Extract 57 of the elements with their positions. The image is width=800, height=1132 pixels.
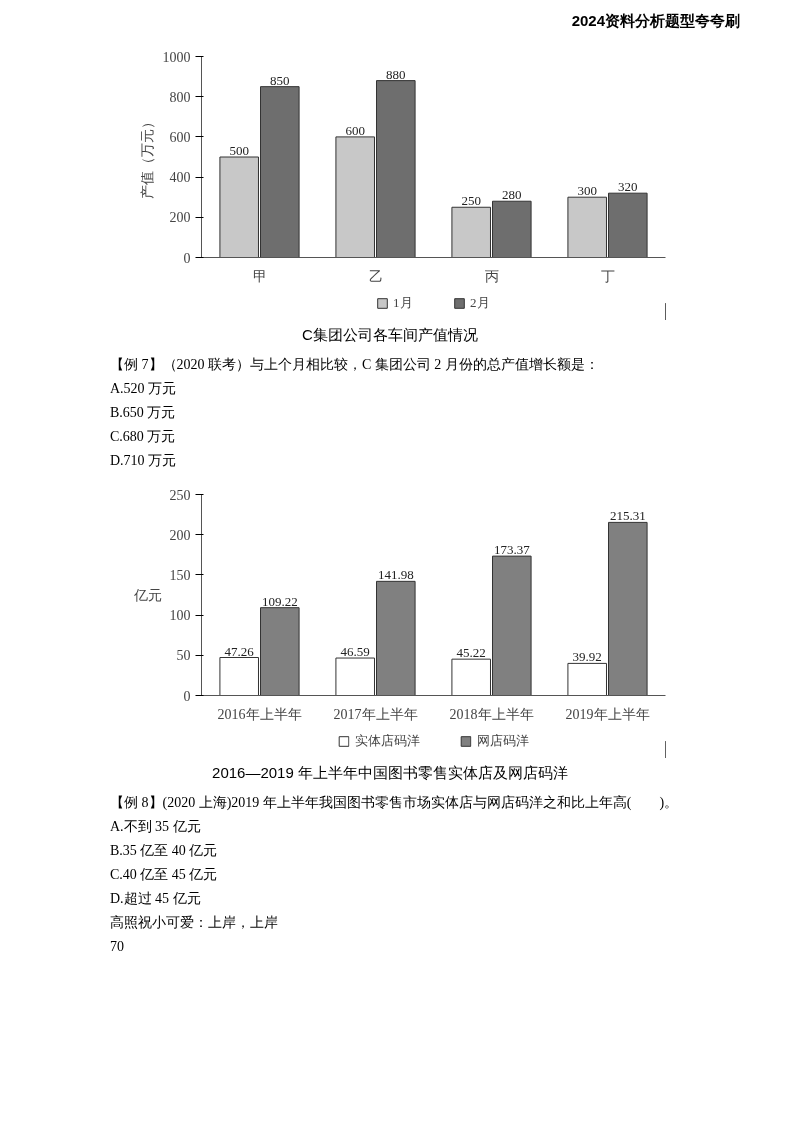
text: 【例 8】(2020 上海)2019 年上半年我国图书零售市场实体店与网店码洋之和比上年高( )。: [110, 794, 679, 812]
data-label: 46.59: [340, 644, 370, 660]
text: B.650 万元: [110, 404, 176, 422]
legend-label: 2月: [470, 294, 490, 312]
x-tick-label: 2018年上半年: [449, 706, 534, 722]
x-tick-label: 2016年上半年: [217, 706, 302, 722]
text: 70: [110, 938, 124, 956]
data-label: 250: [461, 193, 481, 209]
data-label: 109.22: [261, 593, 298, 609]
data-label: 320: [618, 179, 638, 195]
data-label: 39.92: [572, 649, 602, 665]
x-tick-label: 甲: [252, 268, 267, 284]
data-label: 141.98: [377, 567, 414, 583]
data-label: 47.26: [224, 643, 255, 659]
x-tick-label: 丁: [600, 268, 615, 284]
y-tick-label: 800: [169, 89, 191, 105]
text: 【例 7】（2020 联考）与上个月相比较，C 集团公司 2 月份的总产值增长额是：: [110, 356, 599, 374]
y-tick-label: 600: [169, 129, 191, 145]
x-tick-label: 乙: [368, 268, 383, 284]
y-tick-label: 1000: [162, 49, 191, 65]
legend-label: 网店码洋: [476, 732, 529, 750]
text: C.40 亿至 45 亿元: [110, 866, 218, 884]
y-tick-label: 200: [169, 210, 191, 226]
y-tick-label: 50: [176, 648, 191, 664]
data-label: 300: [577, 183, 597, 199]
text: 高照祝小可爱：上岸，上岸: [110, 914, 278, 932]
x-tick-label: 丙: [484, 268, 499, 284]
data-label: 280: [502, 187, 522, 203]
text: 2016—2019 年上半年中国图书零售实体店及网店码洋: [212, 763, 568, 783]
legend-label: 实体店码洋: [354, 732, 420, 750]
legend-label: 1月: [393, 294, 413, 312]
data-label: 215.31: [609, 508, 646, 524]
data-label: 880: [386, 66, 406, 82]
chart-subtitle: 2024资料分析题型夸夸刷: [571, 11, 740, 31]
data-label: 500: [229, 143, 249, 158]
y-tick-label: 200: [169, 527, 191, 543]
y-tick-label: 250: [169, 487, 191, 503]
x-tick-label: 2017年上半年: [333, 706, 418, 722]
data-label: 850: [270, 72, 290, 88]
text: D.710 万元: [110, 452, 177, 470]
text: C.680 万元: [110, 428, 176, 446]
data-label: 173.37: [493, 542, 531, 558]
y-axis-title: 产值（万元）: [139, 115, 155, 199]
data-label: 600: [345, 122, 365, 138]
text: B.35 亿至 40 亿元: [110, 842, 218, 860]
text: A.不到 35 亿元: [110, 818, 201, 836]
y-tick-label: 0: [183, 688, 191, 704]
y-tick-label: 100: [169, 608, 191, 624]
x-tick-label: 2019年上半年: [565, 706, 650, 722]
text: C集团公司各车间产值情况: [302, 325, 478, 345]
text: D.超过 45 亿元: [110, 890, 201, 908]
data-label: 45.22: [456, 645, 486, 661]
text: A.520 万元: [110, 380, 177, 398]
y-tick-label: 0: [183, 250, 191, 266]
y-tick-label: 400: [169, 170, 191, 186]
y-axis-title: 亿元: [132, 587, 162, 603]
y-tick-label: 150: [169, 567, 191, 583]
